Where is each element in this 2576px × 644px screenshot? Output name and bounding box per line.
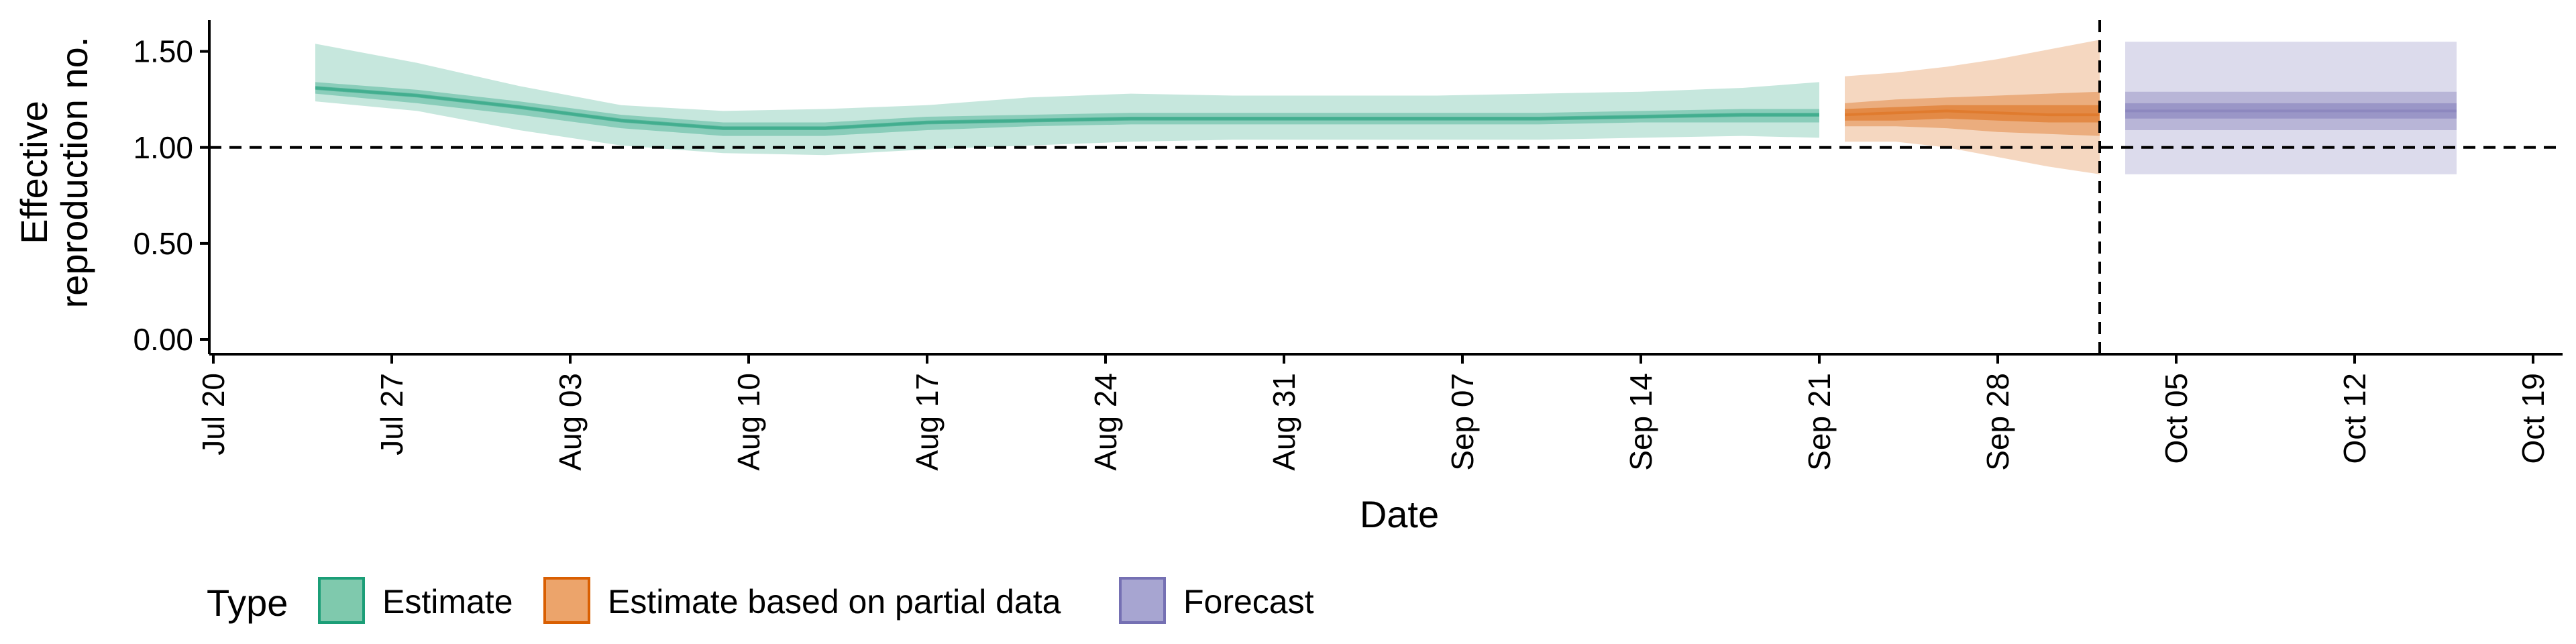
x-tick-label: Sep 28 bbox=[1980, 373, 2015, 471]
x-axis-title: Date bbox=[1360, 493, 1439, 535]
legend-label-2: Forecast bbox=[1183, 583, 1314, 621]
x-tick-label: Oct 19 bbox=[2516, 373, 2551, 464]
x-tick-label: Jul 20 bbox=[196, 373, 231, 455]
y-axis-title-line: Effective bbox=[13, 101, 55, 244]
estimate-based-on-partial-data-band-90 bbox=[1845, 40, 2100, 174]
y-tick-label: 1.50 bbox=[133, 34, 193, 69]
estimate-band-90 bbox=[315, 44, 1819, 156]
estimate-based-on-partial-data-band-20 bbox=[1845, 105, 2100, 123]
x-tick-label: Sep 21 bbox=[1802, 373, 1837, 471]
legend-key-0 bbox=[318, 577, 365, 624]
tick-labels: 0.00 0.50 1.00 1.50 Jul 20 Jul 27 Aug 03 Aug 10… bbox=[133, 34, 2551, 471]
estimate-based-on-partial-data-band-50 bbox=[1845, 91, 2100, 136]
bands-layer bbox=[315, 40, 2457, 174]
axes bbox=[200, 20, 2563, 364]
x-tick-label: Jul 27 bbox=[374, 373, 409, 455]
legend-title: Type bbox=[207, 582, 288, 624]
legend-label-0: Estimate bbox=[382, 583, 513, 621]
x-tick-label: Sep 07 bbox=[1445, 373, 1480, 471]
x-tick-label: Aug 03 bbox=[553, 373, 588, 471]
y-tick-label: 1.00 bbox=[133, 130, 193, 165]
x-tick-label: Sep 14 bbox=[1623, 373, 1658, 471]
legend-key-2 bbox=[1119, 577, 1166, 624]
x-tick-label: Oct 12 bbox=[2337, 373, 2372, 464]
x-tick-label: Oct 05 bbox=[2159, 373, 2194, 464]
estimate-based-on-partial-data-median-line bbox=[1844, 109, 2100, 117]
x-tick-label: Aug 24 bbox=[1088, 373, 1123, 471]
x-tick-label: Aug 17 bbox=[910, 373, 945, 471]
legend-label-1: Estimate based on partial data bbox=[608, 583, 1061, 621]
x-tick-label: Aug 31 bbox=[1267, 373, 1301, 471]
forecast-band-90 bbox=[2125, 42, 2457, 174]
y-tick-label: 0.50 bbox=[133, 226, 193, 261]
estimate-band-20 bbox=[315, 86, 1819, 130]
estimate-band-50 bbox=[315, 82, 1819, 136]
forecast-band-20 bbox=[2125, 103, 2457, 119]
x-tick-label: Aug 10 bbox=[731, 373, 766, 471]
reference-lines bbox=[209, 20, 2563, 354]
legend-key-1 bbox=[543, 577, 590, 624]
y-tick-label: 0.00 bbox=[133, 322, 193, 357]
y-axis-title-line: reproduction no. bbox=[53, 37, 95, 309]
legend: Type Estimate Estimate based on partial da… bbox=[207, 577, 1314, 624]
estimate-median-line bbox=[315, 87, 1819, 130]
forecast-band-50 bbox=[2125, 91, 2457, 130]
